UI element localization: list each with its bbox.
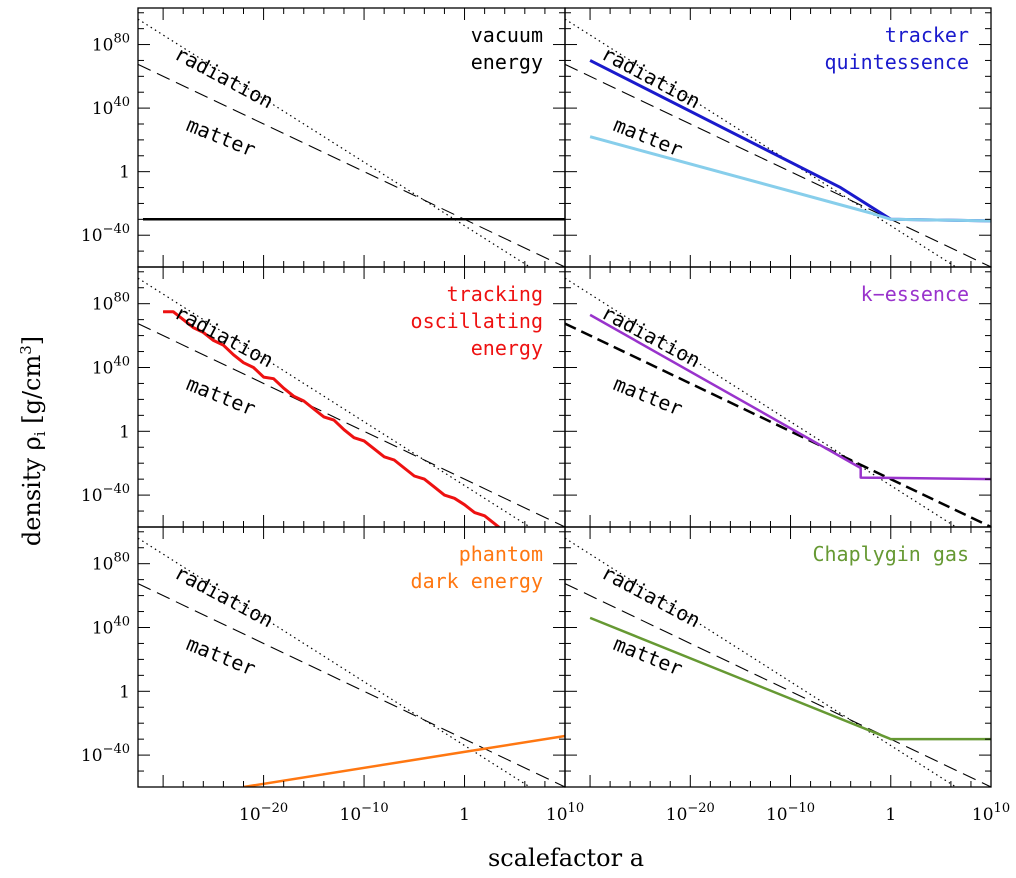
series-tracker-quintessence xyxy=(589,135,991,223)
series-k-essence xyxy=(589,313,991,481)
panel-title: phantom xyxy=(459,542,543,566)
matter-label: matter xyxy=(183,371,259,420)
panel-title: dark energy xyxy=(411,569,543,593)
x-tick-label: 1010 xyxy=(972,801,1010,825)
ticks xyxy=(138,267,566,528)
x-tick-label: 1 xyxy=(459,805,470,825)
plot-area xyxy=(565,537,991,787)
matter-line xyxy=(565,583,991,787)
radiation-line xyxy=(138,18,531,267)
radiation-label: radiation xyxy=(598,300,705,372)
radiation-line xyxy=(565,18,958,267)
matter-line xyxy=(138,323,565,527)
panel-frame xyxy=(564,526,992,788)
radiation-line xyxy=(565,537,958,787)
x-tick-label: 10−10 xyxy=(340,801,389,825)
matter-label: matter xyxy=(610,631,686,680)
matter-line xyxy=(565,63,991,267)
series-tracking-oscillating-energy xyxy=(163,310,502,527)
matter-label: matter xyxy=(610,371,686,420)
panel-title: tracker xyxy=(885,23,969,47)
radiation-label: radiation xyxy=(598,41,705,113)
y-tick-label: 1080 xyxy=(92,551,130,575)
tick-labels-layer: 1080 1040 1 10−40 1080 1040 1 10−40 1080 1040 1 10−… xyxy=(81,32,1010,825)
y-tick-label: 1040 xyxy=(92,614,130,638)
radiation-label: radiation xyxy=(598,560,705,632)
radiation-label: radiation xyxy=(171,300,278,372)
matter-line xyxy=(138,63,565,267)
panel-title: tracking xyxy=(447,282,543,306)
radiation-label: radiation xyxy=(171,41,278,113)
y-tick-label: 1 xyxy=(119,163,130,183)
y-tick-label: 1 xyxy=(119,422,130,442)
panel-title: energy xyxy=(471,336,543,360)
plot-area xyxy=(565,277,991,527)
plot-area xyxy=(138,537,565,787)
x-tick-label: 10−20 xyxy=(666,801,715,825)
y-tick-label: 10−40 xyxy=(81,222,130,246)
x-axis-title: scalefactor a xyxy=(488,844,644,872)
panel-title: quintessence xyxy=(825,50,970,74)
y-tick-label: 1080 xyxy=(92,291,130,315)
matter-line xyxy=(138,583,565,787)
radiation-label: radiation xyxy=(171,560,278,632)
matter-line xyxy=(565,322,991,527)
ticks xyxy=(138,8,566,268)
ticks xyxy=(138,527,566,788)
panel-title: vacuum xyxy=(471,23,543,47)
x-tick-label: 1 xyxy=(885,805,896,825)
plot-area xyxy=(138,18,565,267)
plot-area xyxy=(565,18,991,267)
matter-label: matter xyxy=(610,112,686,161)
panel-title: energy xyxy=(471,50,543,74)
y-tick-label: 1040 xyxy=(92,354,130,378)
y-tick-label: 1080 xyxy=(92,32,130,56)
matter-label: matter xyxy=(183,631,259,680)
plot-area xyxy=(138,277,565,527)
x-tick-label: 10−20 xyxy=(239,801,288,825)
y-tick-label: 10−40 xyxy=(81,742,130,766)
x-tick-label: 1010 xyxy=(546,801,584,825)
panel-title: Chaplygin gas xyxy=(812,542,969,566)
panel-title: k−essence xyxy=(861,282,969,306)
series-phantom-dark-energy xyxy=(243,734,565,787)
y-axis-title: density ρi [g/cm3] xyxy=(17,336,49,546)
series-chaplygin-gas xyxy=(589,616,991,741)
matter-label: matter xyxy=(183,112,259,161)
x-tick-label: 10−10 xyxy=(766,801,815,825)
radiation-line xyxy=(565,277,958,527)
y-tick-label: 1 xyxy=(119,682,130,702)
y-tick-label: 1040 xyxy=(92,95,130,119)
panel-title: oscillating xyxy=(411,309,543,333)
y-tick-label: 10−40 xyxy=(81,482,130,506)
